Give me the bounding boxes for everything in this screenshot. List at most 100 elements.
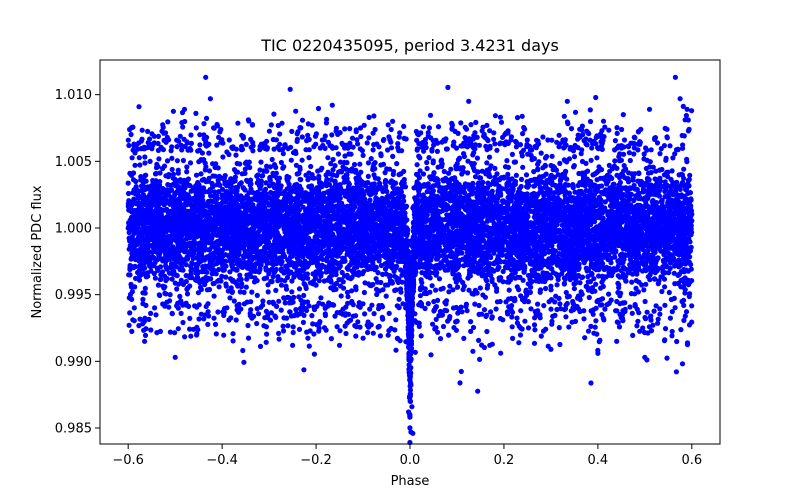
data-point <box>671 295 677 301</box>
data-point <box>365 160 372 166</box>
data-point <box>223 274 229 280</box>
data-point <box>417 293 423 299</box>
data-point <box>193 172 200 178</box>
data-point <box>659 288 665 295</box>
data-point <box>433 287 439 293</box>
data-point <box>537 287 544 293</box>
data-point <box>612 158 618 164</box>
data-point <box>276 298 282 304</box>
data-point <box>169 276 175 282</box>
data-point <box>341 179 347 185</box>
data-point <box>239 171 245 177</box>
data-point <box>278 282 285 288</box>
data-point <box>606 291 612 297</box>
data-point <box>484 160 490 166</box>
data-point <box>343 304 349 310</box>
data-point <box>433 316 439 322</box>
data-point <box>629 279 635 285</box>
data-point <box>324 176 330 182</box>
data-point <box>441 168 447 175</box>
data-point <box>435 297 441 303</box>
data-point <box>589 289 595 295</box>
data-point <box>513 172 520 178</box>
data-point <box>390 184 396 190</box>
data-point <box>158 272 164 278</box>
data-point <box>260 298 266 304</box>
data-point <box>514 284 520 290</box>
data-point <box>257 167 263 173</box>
data-point <box>125 180 131 186</box>
data-point <box>180 157 186 164</box>
data-point <box>177 293 183 299</box>
data-point <box>520 277 526 283</box>
data-point <box>589 145 595 151</box>
data-point <box>174 158 180 164</box>
data-point <box>198 171 204 177</box>
data-point <box>682 287 688 293</box>
data-point <box>504 158 510 164</box>
data-point <box>553 293 559 299</box>
data-point <box>228 285 234 291</box>
data-point <box>154 161 160 167</box>
data-point <box>240 264 246 270</box>
data-point <box>156 156 162 162</box>
data-point <box>174 286 180 292</box>
data-point <box>132 162 138 168</box>
data-point <box>345 294 351 300</box>
data-point <box>650 164 656 170</box>
data-point <box>211 315 217 321</box>
data-point <box>229 289 235 295</box>
data-point <box>662 284 668 290</box>
data-point <box>666 289 672 296</box>
data-point <box>465 158 471 164</box>
data-point <box>577 280 583 286</box>
data-point <box>184 164 190 170</box>
data-point <box>571 286 578 292</box>
data-point <box>152 259 158 266</box>
data-point <box>382 266 389 272</box>
data-point <box>594 155 600 161</box>
data-point <box>160 165 166 172</box>
data-point <box>461 151 467 157</box>
data-point <box>662 302 668 308</box>
data-point <box>643 281 649 287</box>
data-point <box>339 269 345 276</box>
data-point <box>211 293 217 299</box>
data-point <box>361 289 367 296</box>
data-point <box>621 151 627 157</box>
data-point <box>126 198 132 204</box>
data-point <box>689 278 695 284</box>
data-point <box>291 294 297 300</box>
data-point <box>252 275 258 281</box>
data-point <box>224 189 230 195</box>
data-point <box>505 180 511 186</box>
data-point <box>435 177 441 183</box>
data-point <box>511 159 517 165</box>
data-point <box>288 157 294 163</box>
data-point <box>657 151 663 157</box>
data-point <box>488 309 494 315</box>
data-point <box>368 156 374 162</box>
data-point <box>585 168 591 174</box>
data-point <box>236 251 242 258</box>
data-point <box>427 289 433 295</box>
data-point <box>421 148 427 154</box>
data-point <box>299 157 305 163</box>
data-point <box>370 147 376 153</box>
data-point <box>126 272 132 278</box>
data-point <box>216 284 222 290</box>
data-point <box>184 286 190 292</box>
data-point <box>360 152 366 158</box>
data-point <box>196 159 202 165</box>
data-points <box>125 74 695 446</box>
data-point <box>296 286 303 292</box>
data-point <box>471 161 477 167</box>
data-point <box>396 296 402 302</box>
data-point <box>555 277 561 283</box>
data-point <box>505 171 511 177</box>
data-point <box>669 168 675 174</box>
data-point <box>265 289 271 295</box>
data-point <box>294 208 300 215</box>
data-point <box>137 162 143 168</box>
